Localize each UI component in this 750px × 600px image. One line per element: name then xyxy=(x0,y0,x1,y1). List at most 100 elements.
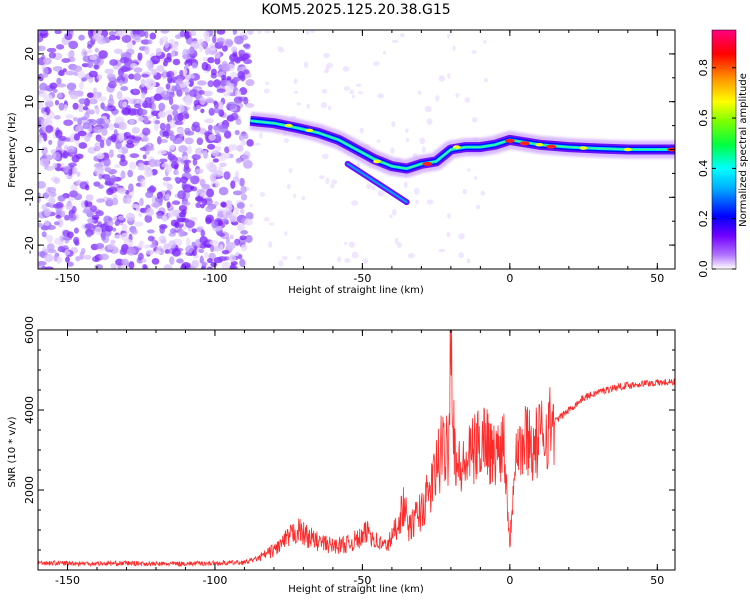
noise-blob xyxy=(58,102,65,111)
noise-blob xyxy=(63,119,74,126)
noise-blob xyxy=(165,83,171,90)
noise-blob xyxy=(184,73,195,80)
noise-blob xyxy=(213,79,221,88)
noise-blob xyxy=(140,178,146,188)
noise-blob xyxy=(132,34,141,41)
noise-blob xyxy=(74,239,79,246)
noise-blob xyxy=(240,193,248,201)
noise-blob xyxy=(221,63,231,72)
noise-blob xyxy=(214,51,221,59)
noise-blob xyxy=(145,146,155,152)
noise-blob xyxy=(378,189,382,197)
noise-blob xyxy=(391,208,397,216)
noise-blob xyxy=(337,256,342,263)
noise-blob xyxy=(87,43,93,49)
noise-blob xyxy=(214,200,219,206)
noise-blob xyxy=(240,230,249,235)
noise-blob xyxy=(233,96,243,104)
noise-blob xyxy=(156,136,162,145)
noise-blob xyxy=(110,174,117,184)
noise-blob xyxy=(471,50,477,54)
noise-blob xyxy=(184,137,194,145)
noise-blob xyxy=(107,243,116,250)
noise-blob xyxy=(64,250,71,256)
noise-blob xyxy=(174,176,181,182)
noise-blob xyxy=(148,159,157,168)
noise-blob xyxy=(43,207,52,217)
noise-blob xyxy=(59,210,66,218)
noise-blob xyxy=(188,89,199,97)
noise-blob xyxy=(172,58,181,66)
noise-blob xyxy=(104,68,114,74)
noise-blob xyxy=(137,115,144,122)
noise-blob xyxy=(288,168,293,174)
noise-blob xyxy=(237,223,246,231)
noise-blob xyxy=(293,78,298,84)
noise-blob xyxy=(142,136,150,143)
noise-blob xyxy=(139,109,148,116)
noise-blob xyxy=(95,118,106,125)
noise-blob xyxy=(158,197,163,206)
noise-blob xyxy=(38,260,47,266)
noise-blob xyxy=(200,41,207,48)
noise-blob xyxy=(139,132,144,139)
noise-blob xyxy=(221,45,228,52)
noise-blob xyxy=(73,193,83,201)
noise-blob xyxy=(342,66,350,72)
noise-blob xyxy=(140,39,151,45)
noise-blob xyxy=(66,82,77,91)
noise-blob xyxy=(349,89,355,95)
noise-blob xyxy=(389,214,393,218)
noise-blob xyxy=(166,183,173,191)
noise-blob xyxy=(238,133,245,142)
noise-blob xyxy=(77,103,85,113)
noise-blob xyxy=(216,88,226,93)
noise-blob xyxy=(325,177,330,185)
noise-blob xyxy=(136,98,145,104)
noise-blob xyxy=(363,258,369,264)
noise-blob xyxy=(143,264,148,269)
noise-blob xyxy=(119,57,130,64)
noise-blob xyxy=(97,96,107,102)
noise-blob xyxy=(132,88,137,94)
noise-blob xyxy=(85,184,90,191)
noise-blob xyxy=(215,133,222,142)
noise-blob xyxy=(240,72,246,82)
noise-blob xyxy=(187,145,192,155)
noise-blob xyxy=(131,229,138,235)
noise-blob xyxy=(161,163,169,168)
noise-blob xyxy=(178,104,185,113)
noise-blob xyxy=(38,102,44,110)
noise-blob xyxy=(56,256,62,265)
noise-blob xyxy=(174,120,184,126)
noise-blob xyxy=(292,193,297,198)
noise-blob xyxy=(185,245,195,254)
noise-blob xyxy=(126,247,136,256)
noise-blob xyxy=(234,129,240,136)
noise-blob xyxy=(99,253,110,261)
noise-blob xyxy=(214,180,220,188)
noise-blob xyxy=(63,104,68,112)
noise-blob xyxy=(180,87,190,93)
noise-blob xyxy=(391,39,399,44)
noise-blob xyxy=(177,190,187,200)
snr-y-label: SNR (10 * v/v) xyxy=(7,416,18,487)
noise-blob xyxy=(237,253,243,260)
noise-blob xyxy=(452,45,456,51)
noise-blob xyxy=(114,164,121,169)
noise-blob xyxy=(219,244,224,252)
noise-blob xyxy=(78,142,88,149)
noise-blob xyxy=(121,223,128,232)
noise-blob xyxy=(120,85,129,91)
noise-blob xyxy=(53,221,60,226)
noise-blob xyxy=(165,123,171,132)
noise-blob xyxy=(127,169,134,178)
snr-panel: -150 -100 -50 0 50 2000 4000 6000 Height of st… xyxy=(7,316,676,595)
noise-blob xyxy=(57,93,63,99)
noise-blob xyxy=(202,198,208,206)
noise-blob xyxy=(163,264,173,269)
noise-blob xyxy=(195,202,202,209)
noise-blob xyxy=(197,80,207,86)
noise-blob xyxy=(108,123,114,131)
noise-blob xyxy=(109,59,118,66)
